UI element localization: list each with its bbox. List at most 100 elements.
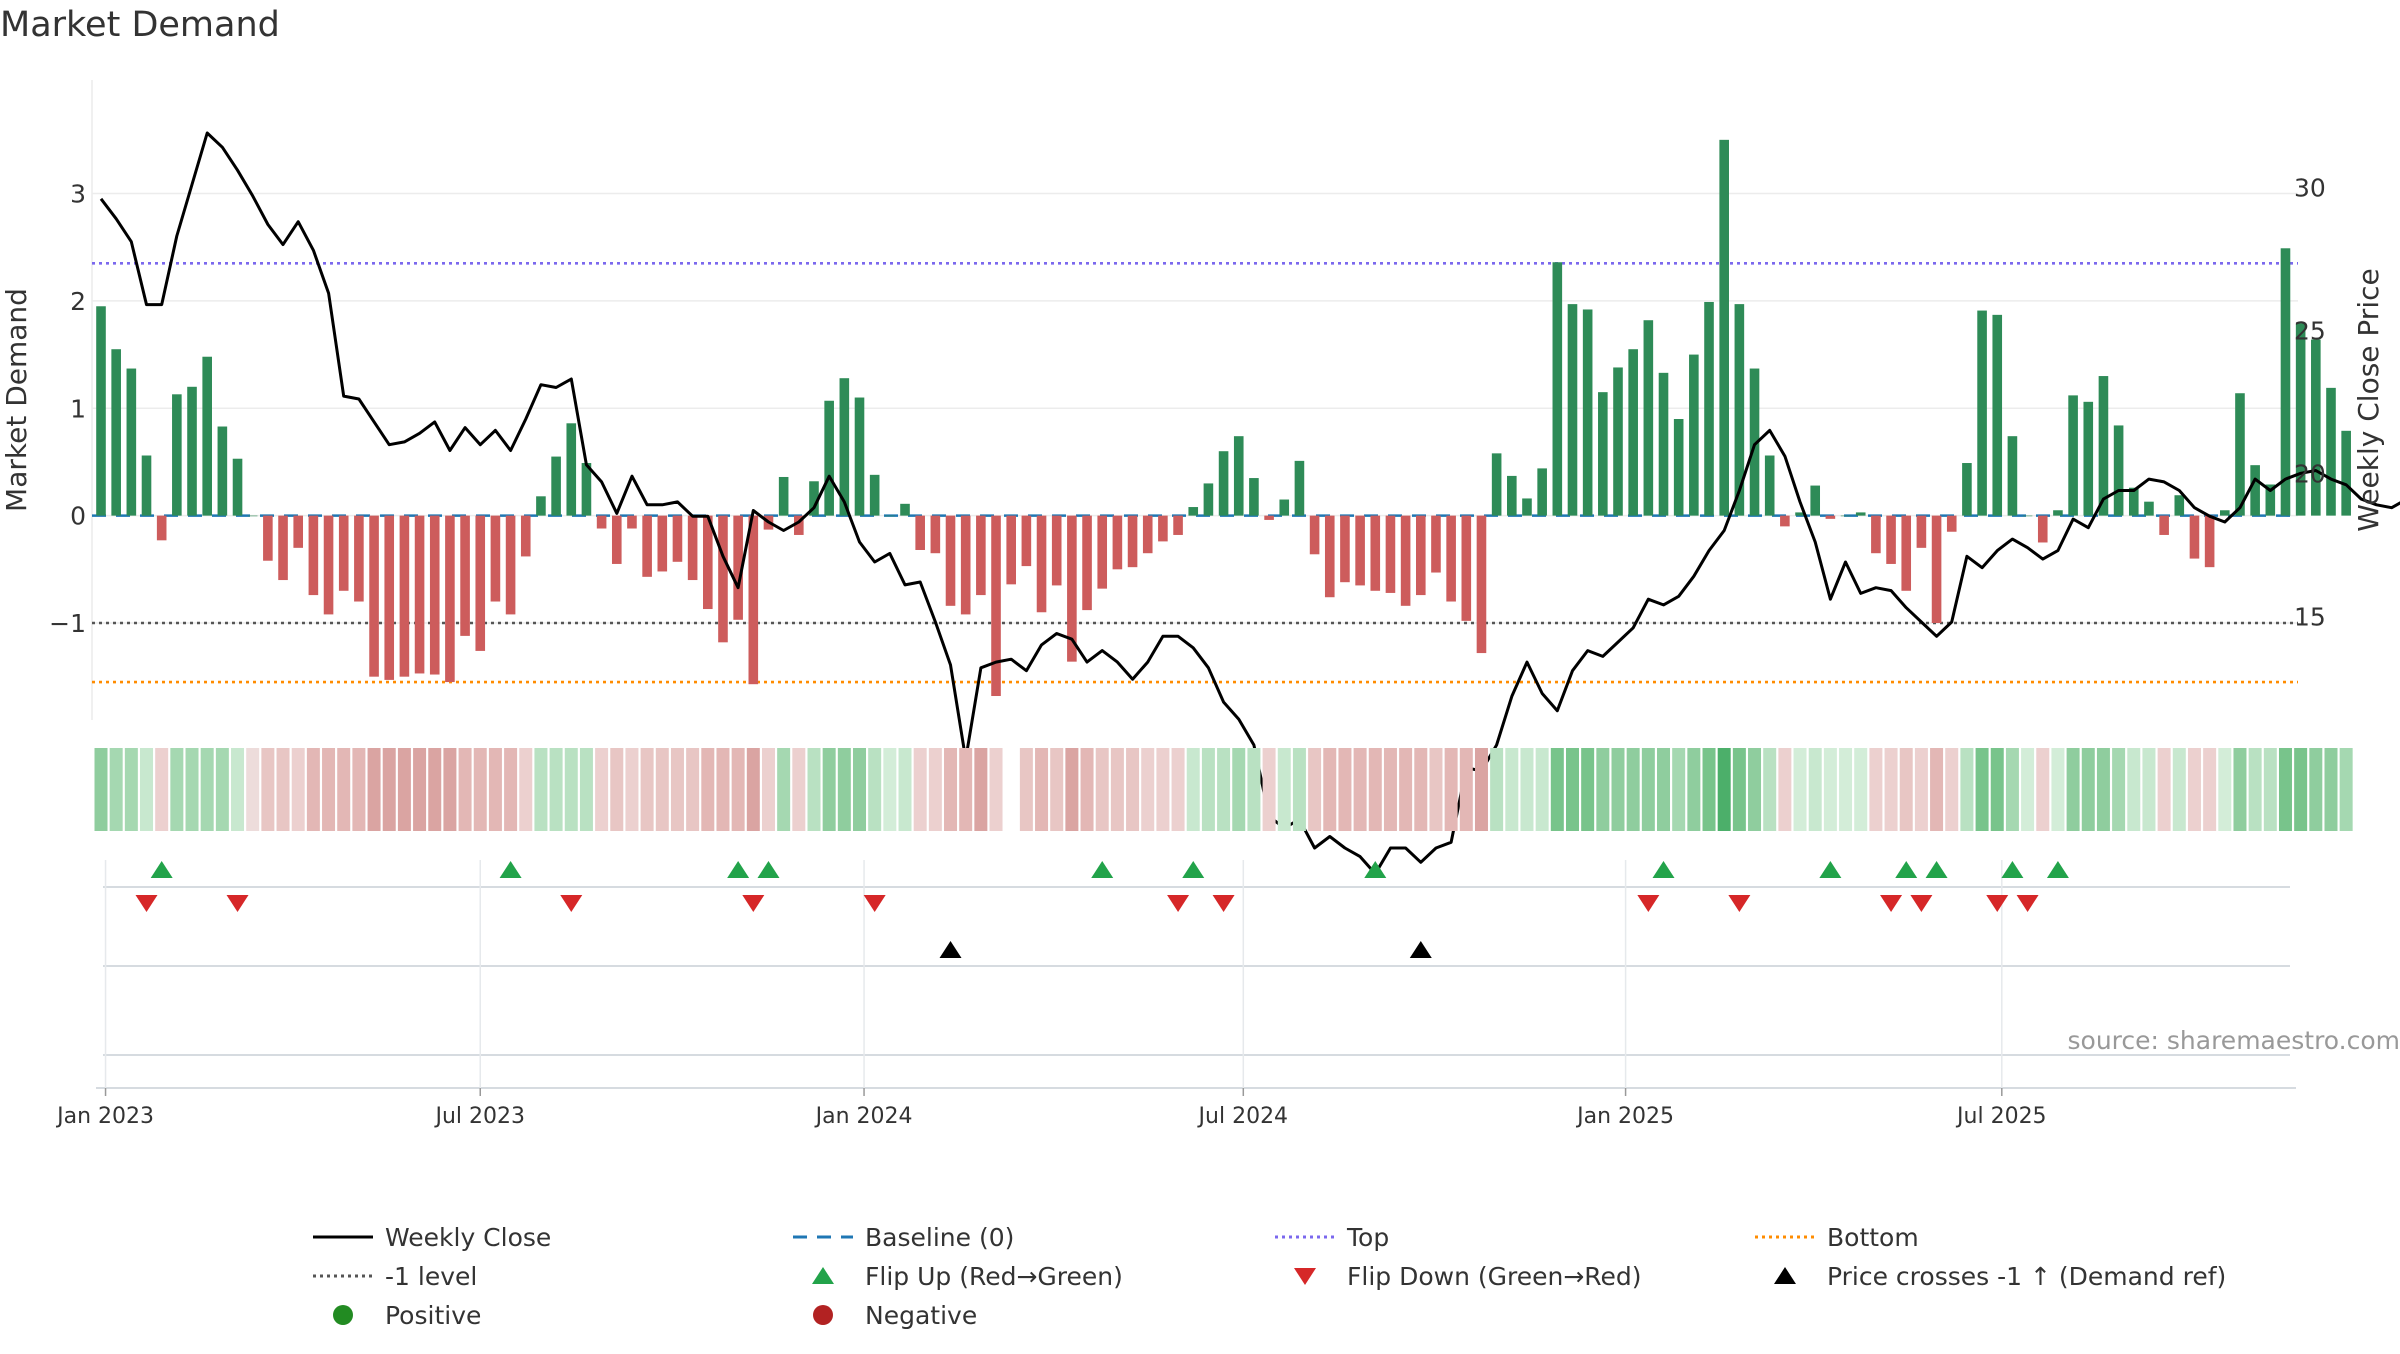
legend-item-minus_one: -1 level [313,1262,477,1291]
demand-bar [1826,516,1836,519]
strip-cell [1187,748,1200,831]
demand-bar [96,306,106,515]
strip-cell [1369,748,1382,831]
demand-bar [1537,468,1547,515]
strip-cell [2188,748,2201,831]
strip-cell [307,748,320,831]
demand-bar [491,516,501,602]
strip-cell [1900,748,1913,831]
strip-cell [701,748,714,831]
demand-bar [1780,516,1790,527]
strip-cell [170,748,183,831]
strip-cell [155,748,168,831]
strip-cell [1232,748,1245,831]
demand-bar [688,516,698,580]
legend-label: Weekly Close [385,1223,551,1252]
x-tick-label: Jul 2025 [1955,1104,2047,1129]
strip-cell [383,748,396,831]
demand-bar [278,516,288,580]
strip-cell [1005,748,1018,831]
strip-cell [1566,748,1579,831]
strip-cell [1141,748,1154,831]
strip-cell [1414,748,1427,831]
strip-cell [1733,748,1746,831]
strip-cell [413,748,426,831]
strip-cell [534,748,547,831]
demand-bar [1325,516,1335,598]
demand-bar [475,516,485,651]
demand-bar [1219,451,1229,515]
strip-cell [1278,748,1291,831]
demand-bar [202,357,212,516]
strip-cell [2294,748,2307,831]
strip-cell [1096,748,1109,831]
cross-marker [1410,941,1432,958]
legend-item-flip_up: Flip Up (Red→Green) [812,1262,1123,1291]
demand-bar [1598,392,1608,515]
demand-bar [1841,516,1851,517]
strip-cell [489,748,502,831]
demand-bar [1628,349,1638,515]
legend-item-baseline: Baseline (0) [793,1223,1014,1252]
strip-cell [2067,748,2080,831]
strip-cell [823,748,836,831]
demand-bar [1188,507,1198,516]
demand-bar [824,401,834,516]
demand-bar [1477,516,1487,653]
y-tick-label: 3 [70,180,86,209]
demand-bar [1674,419,1684,516]
strip-cell [641,748,654,831]
strip-cell [1399,748,1412,831]
strip-cell [1354,748,1367,831]
strip-cell [1475,748,1488,831]
demand-bar [885,516,895,517]
strip-cell [2082,748,2095,831]
strip-cell [2006,748,2019,831]
strip-cell [1869,748,1882,831]
strip-cell [504,748,517,831]
strip-cell [914,748,927,831]
demand-bar [187,387,197,516]
demand-heat-strip [95,748,2353,831]
strip-cell [1551,748,1564,831]
strip-cell [1263,748,1276,831]
demand-bar [946,516,956,606]
strip-cell [1217,748,1230,831]
strip-cell [1308,748,1321,831]
flip-up-marker [500,861,522,878]
strip-cell [1915,748,1928,831]
demand-bar [1082,516,1092,610]
strip-cell [656,748,669,831]
strip-cell [1460,748,1473,831]
strip-cell [292,748,305,831]
demand-bar [1583,309,1593,515]
strip-cell [2264,748,2277,831]
demand-bar [976,516,986,595]
strip-cell [2112,748,2125,831]
strip-cell [1748,748,1761,831]
strip-cell [1612,748,1625,831]
demand-bar [2326,388,2336,516]
demand-bar [1977,311,1987,516]
flip-down-marker [864,895,886,912]
demand-bar [1462,516,1472,621]
strip-cell [762,748,775,831]
strip-cell [1536,748,1549,831]
strip-cell [944,748,957,831]
strip-cell [1384,748,1397,831]
demand-bar [961,516,971,615]
strip-cell [686,748,699,831]
demand-bar [157,516,167,541]
demand-bar [627,516,637,529]
demand-bar [1006,516,1016,585]
demand-bar [1553,262,1563,515]
y2-tick-label: 30 [2294,173,2326,202]
demand-bar [566,423,576,515]
strip-cell [125,748,138,831]
demand-bar [1416,516,1426,595]
demand-bar [2159,516,2169,535]
strip-cell [853,748,866,831]
demand-bar [1173,516,1183,535]
strip-cell [474,748,487,831]
legend-item-negative: Negative [813,1301,977,1330]
